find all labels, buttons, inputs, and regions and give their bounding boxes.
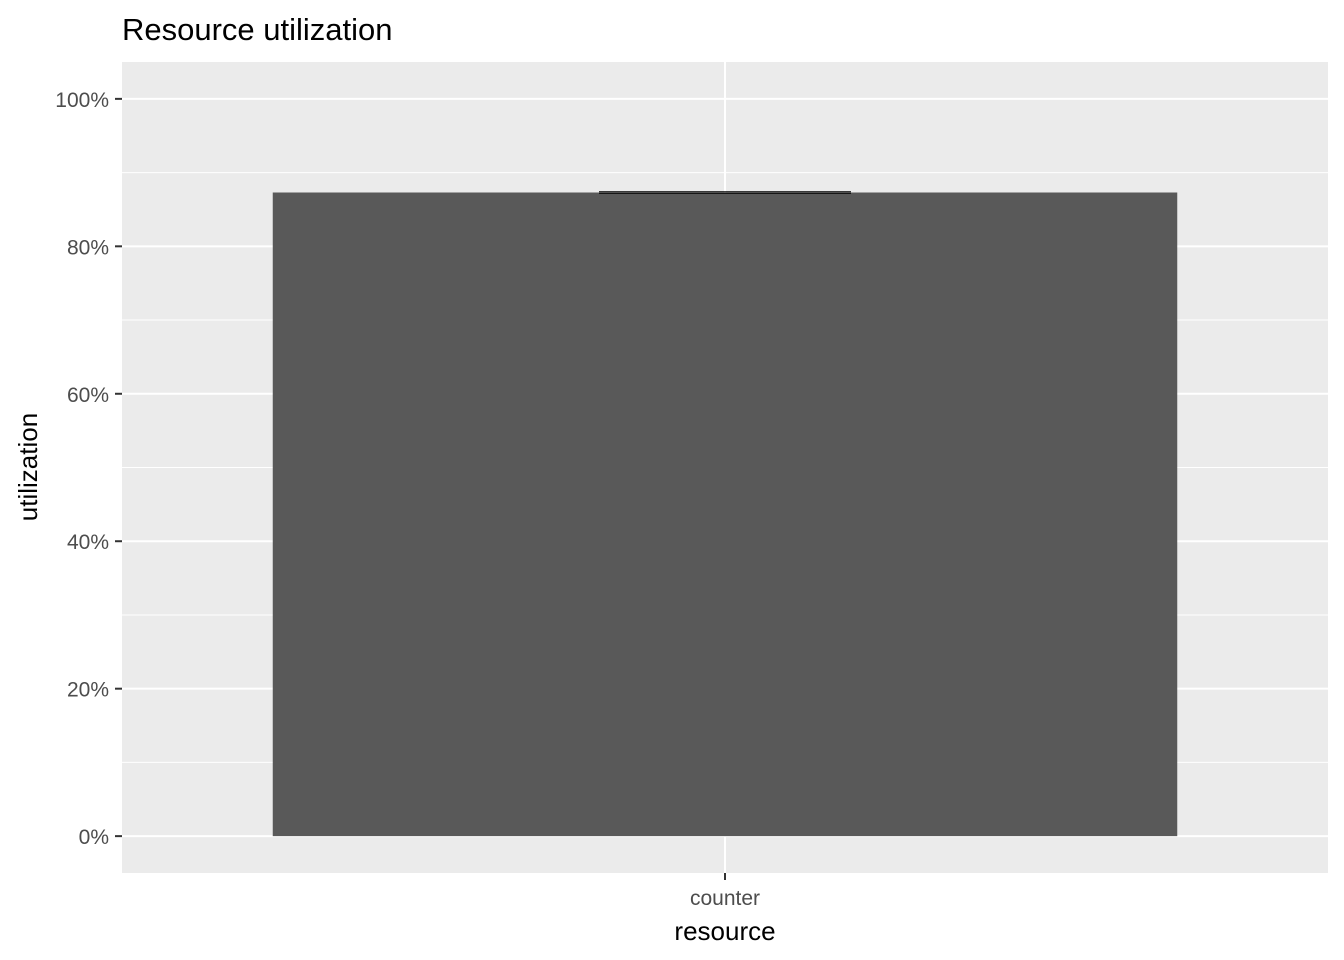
y-tick-label: 20%	[67, 679, 109, 702]
y-tick-label: 80%	[67, 236, 109, 259]
chart-title: Resource utilization	[122, 12, 393, 47]
y-tick-label: 0%	[79, 826, 109, 849]
errorbars	[599, 191, 851, 194]
x-axis: counter	[690, 873, 760, 910]
y-tick-label: 100%	[55, 89, 109, 112]
y-axis: 0% 20% 40% 60% 80% 100%	[55, 89, 122, 849]
bar-counter	[272, 192, 1178, 837]
y-tick-label: 40%	[67, 531, 109, 554]
y-axis-title: utilization	[13, 413, 43, 521]
bars	[272, 192, 1178, 837]
y-tick-label: 60%	[67, 384, 109, 407]
x-axis-title: resource	[674, 916, 775, 946]
x-tick-label: counter	[690, 887, 760, 910]
